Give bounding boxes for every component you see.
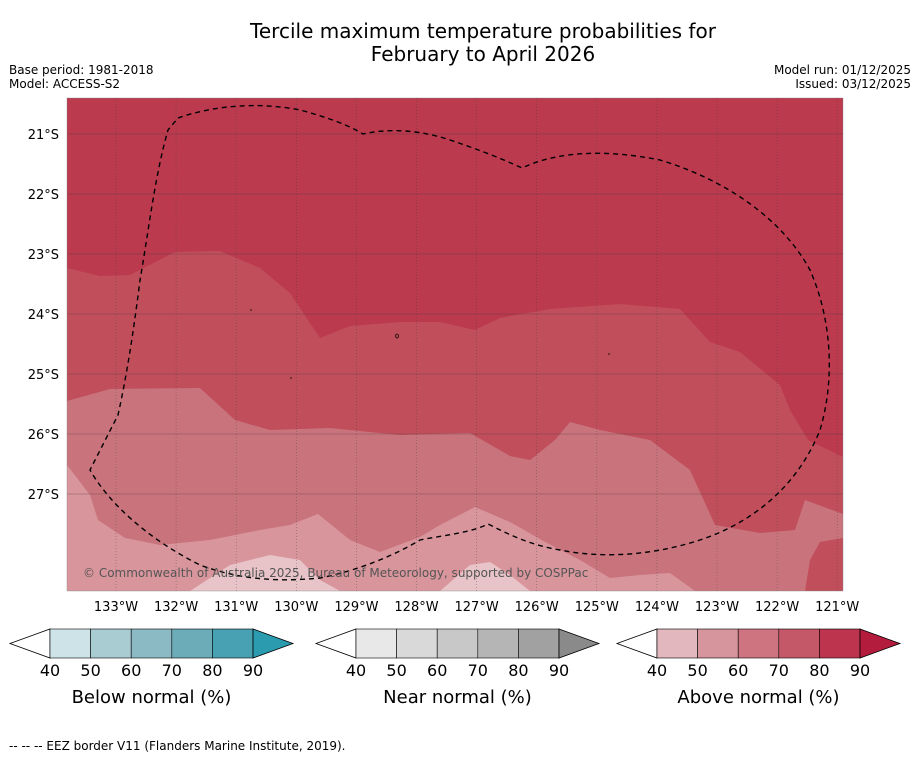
colorbar-extend-low xyxy=(314,628,357,659)
lat-label: 21°S xyxy=(28,128,59,143)
zone-faint xyxy=(190,555,340,591)
colorbar-segment xyxy=(436,628,479,659)
lon-label: 121°W xyxy=(815,600,859,615)
lon-label: 128°W xyxy=(394,600,438,615)
colorbar-tick: 40 xyxy=(40,661,60,680)
zone-above-60-lower-right xyxy=(805,538,843,591)
title-line-2: February to April 2026 xyxy=(370,42,596,66)
colorbar-segment xyxy=(49,628,91,659)
colorbar-segment xyxy=(171,628,213,659)
colorbar-segment xyxy=(737,628,780,659)
lon-label: 129°W xyxy=(334,600,378,615)
meta-right: Model run: 01/12/2025 Issued: 03/12/2025 xyxy=(774,63,911,91)
copyright-notice: © Commonwealth of Australia 2025, Bureau… xyxy=(83,566,588,580)
lat-label: 27°S xyxy=(28,488,59,503)
below-normal-colorbar: 40 50 60 70 80 90 Below normal (%) xyxy=(8,628,295,708)
eez-border xyxy=(89,104,830,581)
base-period: Base period: 1981-2018 xyxy=(9,63,154,77)
colorbar-segment xyxy=(90,628,132,659)
colorbar-tick: 40 xyxy=(346,661,366,680)
latitude-labels: 21°S 22°S 23°S 24°S 25°S 26°S 27°S xyxy=(28,128,59,503)
eez-footnote: -- -- -- EEZ border V11 (Flanders Marine… xyxy=(9,739,346,753)
model-name: Model: ACCESS-S2 xyxy=(9,77,121,91)
meta-left: Base period: 1981-2018 Model: ACCESS-S2 xyxy=(9,63,154,91)
probability-shading: © Commonwealth of Australia 2025, Bureau… xyxy=(67,98,843,591)
colorbar-tick: 60 xyxy=(728,661,748,680)
islands xyxy=(250,309,610,379)
colorbar-tick: 50 xyxy=(386,661,406,680)
colorbar-extend-high xyxy=(252,628,295,659)
colorbar-tick: 80 xyxy=(508,661,528,680)
colorbar-segment xyxy=(212,628,254,659)
lon-label: 124°W xyxy=(635,600,679,615)
issued-date: Issued: 03/12/2025 xyxy=(795,77,911,91)
longitude-labels: 133°W 132°W 131°W 130°W 129°W 128°W 127°W 126°W… xyxy=(94,600,860,615)
colorbar-tick: 80 xyxy=(202,661,222,680)
lon-label: 130°W xyxy=(274,600,318,615)
colorbar-segment xyxy=(697,628,739,659)
colorbar-segment xyxy=(396,628,438,659)
lat-label: 22°S xyxy=(28,188,59,203)
colorbar-tick: 90 xyxy=(850,661,870,680)
lat-label: 24°S xyxy=(28,308,59,323)
lat-label: 25°S xyxy=(28,368,59,383)
lon-label: 122°W xyxy=(755,600,799,615)
lon-label: 126°W xyxy=(515,600,559,615)
colorbar-segment xyxy=(130,628,173,659)
colorbar-tick: 60 xyxy=(121,661,141,680)
colorbar-label: Above normal (%) xyxy=(677,687,839,708)
colorbar-segment xyxy=(778,628,820,659)
zone-above-40 xyxy=(67,465,695,591)
colorbar-tick: 50 xyxy=(687,661,707,680)
lon-label: 123°W xyxy=(695,600,739,615)
lat-label: 23°S xyxy=(28,248,59,263)
colorbar-segment xyxy=(477,628,519,659)
colorbar-extend-high xyxy=(859,628,902,659)
lon-label: 132°W xyxy=(154,600,198,615)
colorbar-extend-low xyxy=(615,628,658,659)
colorbar-tick: 40 xyxy=(647,661,667,680)
colorbar-tick: 70 xyxy=(769,661,789,680)
colorbar-segment xyxy=(656,628,698,659)
lon-label: 131°W xyxy=(214,600,258,615)
colorbar-label: Below normal (%) xyxy=(72,687,232,708)
colorbar-extend-high xyxy=(558,628,601,659)
graticule xyxy=(67,98,843,591)
colorbars: 40 50 60 70 80 90 Below normal (%) 40 50 60 70 80 90… xyxy=(8,628,902,708)
map-title: Tercile maximum temperature probabilitie… xyxy=(0,20,919,66)
lat-label: 26°S xyxy=(28,428,59,443)
colorbar-tick: 60 xyxy=(427,661,447,680)
lon-label: 125°W xyxy=(575,600,619,615)
lon-label: 133°W xyxy=(94,600,138,615)
colorbar-tick: 50 xyxy=(80,661,100,680)
colorbar-tick: 80 xyxy=(809,661,829,680)
model-run: Model run: 01/12/2025 xyxy=(773,63,911,77)
colorbar-tick: 70 xyxy=(162,661,182,680)
colorbar-tick: 70 xyxy=(468,661,488,680)
title-line-1: Tercile maximum temperature probabilitie… xyxy=(250,19,716,43)
colorbar-extend-low xyxy=(8,628,51,659)
colorbar-label: Near normal (%) xyxy=(383,687,532,708)
colorbar-segment xyxy=(355,628,397,659)
island-3 xyxy=(395,333,399,339)
map-frame xyxy=(66,97,844,592)
zone-faint-2 xyxy=(440,562,530,591)
colorbar-segment xyxy=(518,628,560,659)
above-normal-colorbar: 40 50 60 70 80 90 Above normal (%) xyxy=(615,628,902,708)
lon-label: 127°W xyxy=(455,600,499,615)
near-normal-colorbar: 40 50 60 70 80 90 Near normal (%) xyxy=(314,628,601,708)
colorbar-segment xyxy=(819,628,861,659)
colorbar-tick: 90 xyxy=(549,661,569,680)
colorbar-tick: 90 xyxy=(243,661,263,680)
